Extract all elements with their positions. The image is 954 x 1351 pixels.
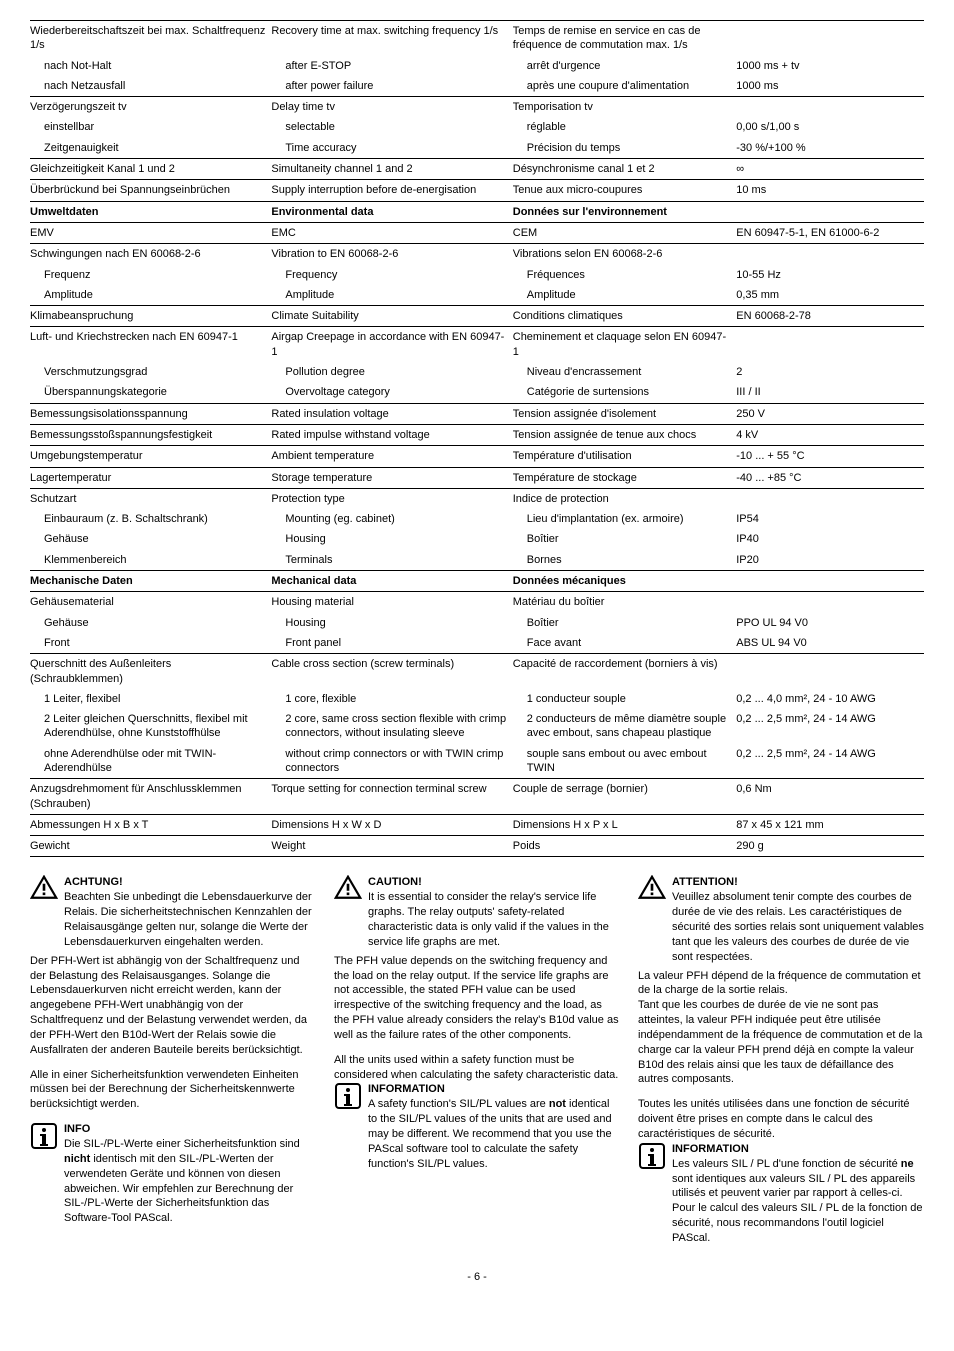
table-row: Einbauraum (z. B. Schaltschrank)Mounting…: [30, 509, 924, 529]
warning-icon: [638, 875, 666, 901]
fr-para1: La valeur PFH dépend de la fréquence de …: [638, 969, 924, 999]
table-row: FrequenzFrequencyFréquences10-55 Hz: [30, 265, 924, 285]
achtung-title: ACHTUNG!: [64, 876, 123, 888]
attention-callout: ATTENTION! Veuillez absolument tenir com…: [638, 875, 924, 964]
table-row: Abmessungen H x B x TDimensions H x W x …: [30, 814, 924, 835]
table-row: Gleichzeitigkeit Kanal 1 und 2Simultanei…: [30, 159, 924, 180]
info-body-en: A safety function's SIL/PL values are no…: [368, 1098, 612, 1169]
info-icon: [334, 1082, 362, 1108]
de-para1: Der PFH-Wert ist abhängig von der Schalt…: [30, 954, 316, 1058]
info-callout-de: INFO Die SIL-/PL-Werte einer Sicherheits…: [30, 1122, 316, 1226]
warning-icon: [30, 875, 58, 901]
table-row: GehäusematerialHousing materialMatériau …: [30, 592, 924, 613]
table-row: einstellbarselectableréglable0,00 s/1,00…: [30, 117, 924, 137]
col-en: CAUTION! It is essential to consider the…: [334, 875, 620, 1249]
table-row: Anzugsdrehmoment für Anschlussklemmen (S…: [30, 779, 924, 815]
table-row: GewichtWeightPoids290 g: [30, 836, 924, 857]
table-row: ZeitgenauigkeitTime accuracyPrécision du…: [30, 138, 924, 159]
table-row: Verzögerungszeit tvDelay time tvTemporis…: [30, 97, 924, 118]
table-row: 2 Leiter gleichen Querschnitts, flexibel…: [30, 709, 924, 744]
info-icon: [638, 1142, 666, 1168]
col-fr: ATTENTION! Veuillez absolument tenir com…: [638, 875, 924, 1249]
fr-para2: Toutes les unités utilisées dans une fon…: [638, 1097, 924, 1142]
table-row: nach Netzausfallafter power failureaprès…: [30, 76, 924, 97]
en-para2: All the units used within a safety funct…: [334, 1053, 620, 1083]
table-row: 1 Leiter, flexibel1 core, flexible1 cond…: [30, 689, 924, 709]
table-row: Luft- und Kriechstrecken nach EN 60947-1…: [30, 327, 924, 362]
table-row: Mechanische DatenMechanical dataDonnées …: [30, 571, 924, 592]
table-row: BemessungsisolationsspannungRated insula…: [30, 403, 924, 424]
info-callout-en: INFORMATION A safety function's SIL/PL v…: [334, 1082, 620, 1171]
caution-body: It is essential to consider the relay's …: [368, 891, 609, 948]
attention-body: Veuillez absolument tenir compte des cou…: [672, 891, 924, 962]
table-row: KlemmenbereichTerminalsBornesIP20: [30, 550, 924, 571]
warning-icon: [334, 875, 362, 901]
info-callout-fr: INFORMATION Les valeurs SIL / PL d'une f…: [638, 1142, 924, 1246]
spec-table: Wiederbereitschaftszeit bei max. Schaltf…: [30, 20, 924, 857]
table-row: nach Not-Haltafter E-STOParrêt d'urgence…: [30, 56, 924, 76]
attention-title: ATTENTION!: [672, 876, 738, 888]
de-para2: Alle in einer Sicherheitsfunktion verwen…: [30, 1068, 316, 1113]
table-row: EMVEMCCEMEN 60947-5-1, EN 61000-6-2: [30, 222, 924, 243]
table-row: Überbrückund bei SpannungseinbrüchenSupp…: [30, 180, 924, 201]
info-body-fr: Les valeurs SIL / PL d'une fonction de s…: [672, 1158, 923, 1244]
page-number: - 6 -: [30, 1270, 924, 1284]
info-icon: [30, 1122, 58, 1148]
table-row: UmweltdatenEnvironmental dataDonnées sur…: [30, 201, 924, 222]
fr-para1b: Tant que les courbes de durée de vie ne …: [638, 998, 924, 1087]
info-body-de: Die SIL-/PL-Werte einer Sicherheits­funk…: [64, 1138, 300, 1224]
info-title-de: INFO: [64, 1123, 90, 1135]
info-title-fr: INFORMATION: [672, 1143, 749, 1155]
table-row: Querschnitt des Außenleiters (Schraubkle…: [30, 654, 924, 689]
col-de: ACHTUNG! Beachten Sie unbedingt die Lebe…: [30, 875, 316, 1249]
table-row: KlimabeanspruchungClimate SuitabilityCon…: [30, 306, 924, 327]
achtung-callout: ACHTUNG! Beachten Sie unbedingt die Lebe…: [30, 875, 316, 949]
achtung-body: Beachten Sie unbedingt die Lebensdauerku…: [64, 891, 312, 948]
caution-title: CAUTION!: [368, 876, 422, 888]
table-row: VerschmutzungsgradPollution degreeNiveau…: [30, 362, 924, 382]
table-row: Schwingungen nach EN 60068-2-6Vibration …: [30, 244, 924, 265]
table-row: ÜberspannungskategorieOvervoltage catego…: [30, 382, 924, 403]
table-row: GehäuseHousingBoîtierPPO UL 94 V0: [30, 613, 924, 633]
table-row: LagertemperaturStorage temperatureTempér…: [30, 467, 924, 488]
table-row: AmplitudeAmplitudeAmplitude0,35 mm: [30, 285, 924, 306]
caution-callout: CAUTION! It is essential to consider the…: [334, 875, 620, 949]
notes-columns: ACHTUNG! Beachten Sie unbedingt die Lebe…: [30, 875, 924, 1249]
en-para1: The PFH value depends on the switching f…: [334, 954, 620, 1043]
table-row: BemessungsstoßspannungsfestigkeitRated i…: [30, 424, 924, 445]
table-row: ohne Aderendhülse oder mit TWIN-Aderendh…: [30, 744, 924, 779]
table-row: SchutzartProtection typeIndice de protec…: [30, 488, 924, 509]
table-row: UmgebungstemperaturAmbient temperatureTe…: [30, 446, 924, 467]
info-title-en: INFORMATION: [368, 1083, 445, 1095]
table-row: Wiederbereitschaftszeit bei max. Schaltf…: [30, 21, 924, 56]
table-row: GehäuseHousingBoîtierIP40: [30, 529, 924, 549]
table-row: FrontFront panelFace avantABS UL 94 V0: [30, 633, 924, 654]
